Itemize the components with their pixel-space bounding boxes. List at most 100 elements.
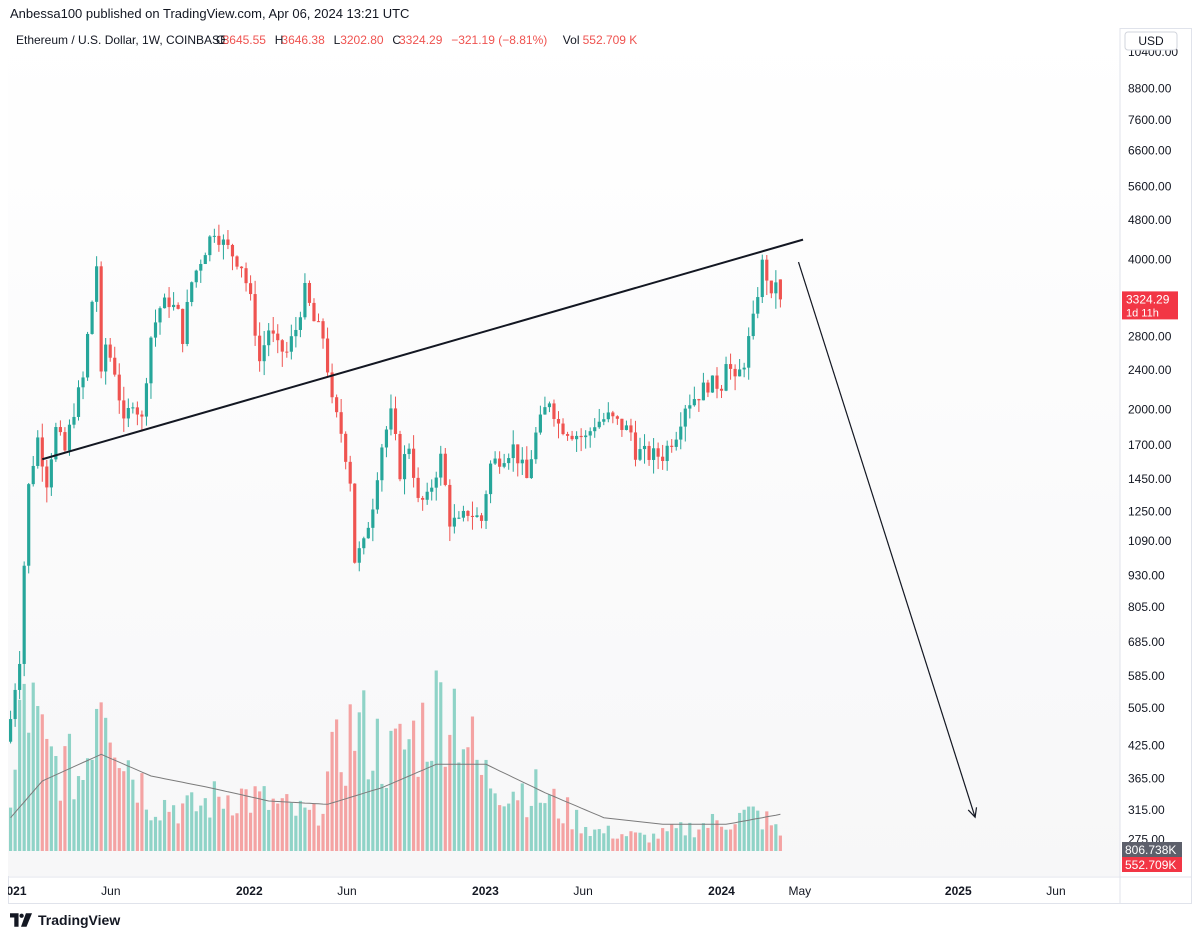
x-tick-label: May — [788, 884, 811, 898]
x-tick-label: 2023 — [472, 884, 499, 898]
candle — [498, 451, 502, 474]
candle — [593, 418, 597, 438]
volume-bar — [344, 785, 348, 851]
volume-bar — [108, 742, 112, 851]
y-tick-label: 1250.00 — [1128, 504, 1172, 518]
candle — [285, 341, 289, 358]
candle — [67, 419, 72, 456]
volume-bar — [384, 787, 389, 851]
volume-bar — [733, 824, 737, 851]
volume-bar — [248, 812, 253, 851]
candle — [298, 311, 302, 338]
forecast-arrow[interactable] — [797, 261, 978, 819]
volume-bar — [158, 820, 162, 851]
volume-bar — [742, 809, 746, 851]
volume-bar — [45, 738, 49, 851]
candle — [239, 266, 244, 278]
y-tick-label: 585.00 — [1128, 669, 1165, 683]
volume-bar — [570, 829, 574, 851]
currency-button[interactable]: USD — [1124, 31, 1178, 51]
volume-bar — [611, 838, 615, 851]
volume-bar — [63, 746, 67, 851]
candle — [570, 430, 574, 441]
volume-bar — [239, 788, 244, 851]
volume-bar — [307, 809, 312, 851]
volume-bar — [176, 823, 180, 851]
volume-bar — [162, 799, 167, 851]
volume-bar — [479, 774, 484, 851]
candle — [357, 541, 361, 572]
candle — [280, 339, 284, 367]
candle — [665, 440, 669, 471]
candle — [661, 444, 665, 470]
volume-bar — [728, 829, 733, 851]
candle — [380, 443, 384, 492]
volume-bar — [597, 829, 601, 851]
candle — [76, 380, 81, 421]
volume-bar — [706, 827, 710, 851]
candle — [620, 418, 624, 437]
volume-bar — [774, 824, 778, 851]
volume-bar — [199, 805, 203, 851]
y-tick-label: 7600.00 — [1128, 113, 1172, 127]
volume-bar — [276, 803, 280, 851]
volume-bar — [312, 803, 316, 851]
volume-bar — [679, 822, 683, 851]
volume-bar — [389, 730, 393, 851]
candle — [95, 256, 99, 312]
volume-bar — [375, 718, 379, 851]
candle — [375, 472, 379, 514]
candle — [144, 377, 149, 426]
candle — [516, 444, 520, 477]
candle — [642, 434, 647, 464]
candle — [760, 254, 764, 304]
x-tick-label: Jun — [337, 884, 356, 898]
candle — [339, 399, 343, 443]
volume-bar — [194, 811, 198, 851]
volume-bar — [244, 789, 248, 851]
trendline[interactable] — [42, 238, 804, 461]
candle — [670, 439, 674, 453]
candle — [701, 372, 705, 401]
ohlc-value: 3645.55 — [223, 33, 267, 47]
candle — [425, 482, 429, 505]
volume-bar — [498, 805, 502, 851]
volume-bar — [294, 815, 298, 851]
publisher-line: Anbessa100 published on TradingView.com,… — [10, 6, 410, 21]
volume-bar — [502, 806, 506, 851]
volume-bar — [40, 714, 44, 851]
candle — [226, 230, 230, 250]
candle — [633, 420, 638, 467]
volume-bar — [13, 769, 17, 851]
candle — [448, 479, 452, 542]
candle — [452, 504, 456, 534]
candle — [520, 447, 524, 476]
volume-bar — [153, 816, 158, 851]
candle — [611, 410, 615, 424]
y-tick-label: 930.00 — [1128, 569, 1165, 583]
volume-bar — [185, 795, 189, 851]
volume-bar — [466, 747, 470, 851]
price-chart[interactable]: 10400.008800.007600.006600.005600.004800… — [8, 28, 1192, 904]
volume-bar — [534, 769, 538, 851]
candle — [656, 442, 660, 470]
candle — [402, 445, 407, 495]
volume-bar — [398, 723, 402, 851]
volume-bar — [624, 836, 629, 851]
candle — [747, 327, 751, 380]
candle — [742, 362, 746, 378]
volume-bar — [697, 829, 701, 851]
volume-bar — [692, 837, 696, 851]
volume-bar — [488, 788, 493, 851]
volume-bar — [298, 800, 302, 851]
candle — [484, 490, 488, 529]
volume-badge: 806.738K — [1122, 842, 1182, 857]
ohlc-value: 3646.38 — [281, 33, 325, 47]
candle — [751, 300, 755, 340]
candle — [176, 302, 180, 310]
y-tick-label: 4800.00 — [1128, 213, 1172, 227]
volume-bar — [470, 716, 475, 851]
candle — [615, 415, 619, 425]
candle — [312, 298, 316, 322]
candle — [253, 280, 257, 346]
